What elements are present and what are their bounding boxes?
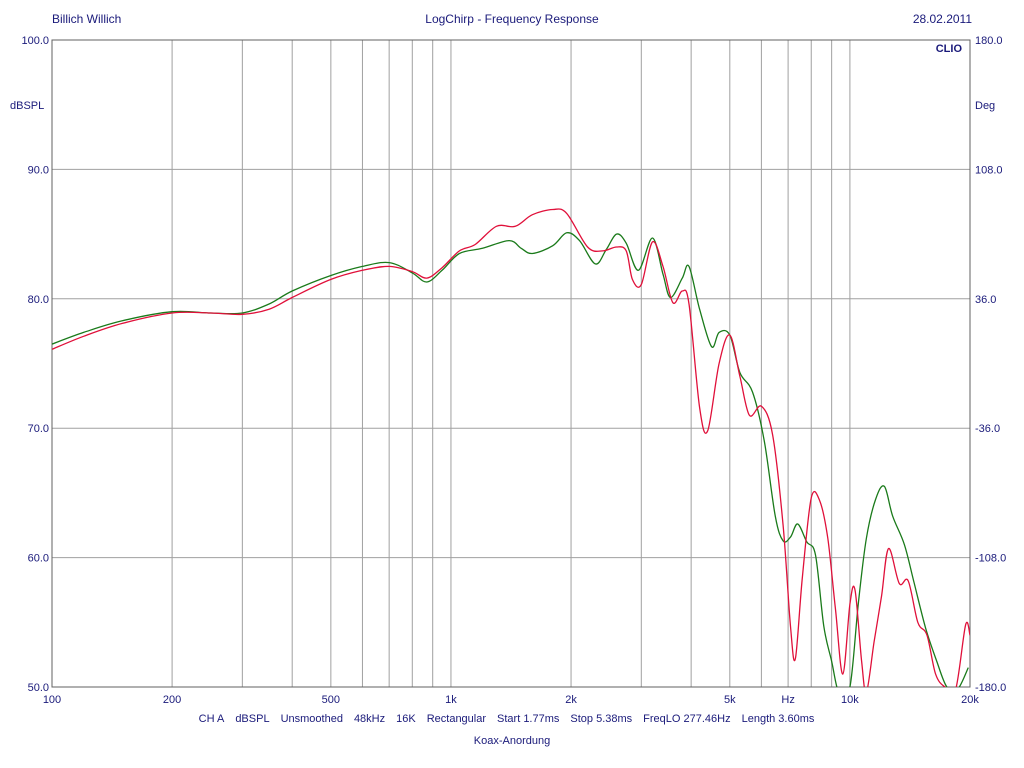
measurement-param: dBSPL — [235, 713, 270, 725]
measurement-param: FreqLO 277.46Hz — [643, 713, 731, 725]
measurement-param: Stop 5.38ms — [570, 713, 633, 725]
x-tick-label: 100 — [43, 694, 61, 706]
measurement-params: CH A dBSPL Unsmoothed 48kHz 16K Rectangular St… — [199, 713, 826, 725]
y2-tick-label: -180.0 — [975, 682, 1006, 694]
y-tick-label: 100.0 — [21, 35, 49, 47]
chart-caption: Koax-Anordung — [473, 735, 551, 747]
measurement-param: 16K — [396, 713, 416, 725]
y-tick-label: 80.0 — [28, 294, 49, 306]
y2-axis-label: Deg — [975, 100, 995, 112]
measurement-param: 48kHz — [353, 713, 386, 725]
y-tick-label: 60.0 — [28, 553, 49, 565]
measurement-param: Length 3.60ms — [741, 713, 815, 725]
measurement-param: Start 1.77ms — [497, 713, 560, 725]
plot-frame — [51, 39, 971, 688]
y2-tick-label: -36.0 — [975, 423, 1000, 435]
series-line-1 — [52, 232, 969, 687]
x-tick-label: 5k — [724, 694, 736, 706]
y2-tick-label: -108.0 — [975, 553, 1006, 565]
x-tick-label: 2k — [565, 694, 577, 706]
measurement-param: CH A — [198, 713, 225, 725]
x-tick-label: 10k — [841, 694, 859, 706]
x-tick-label: 20k — [961, 694, 979, 706]
x-tick-label: 200 — [163, 694, 181, 706]
header-left: Billich Willich — [52, 12, 122, 26]
clio-brand: CLIO — [936, 43, 963, 55]
measurement-param: Rectangular — [426, 713, 487, 725]
y-tick-label: 90.0 — [28, 164, 49, 176]
measurement-param: Unsmoothed — [280, 713, 343, 725]
x-tick-label: 1k — [445, 694, 457, 706]
x-axis-label: Hz — [781, 694, 794, 706]
chart-title: LogChirp - Frequency Response — [425, 12, 599, 26]
y-tick-label: 50.0 — [28, 682, 49, 694]
header-date: 28.02.2011 — [912, 12, 972, 26]
y-tick-label: 70.0 — [28, 423, 49, 435]
series-line-2 — [52, 208, 970, 687]
y-axis-label: dBSPL — [10, 100, 44, 112]
y2-tick-label: 108.0 — [975, 164, 1003, 176]
x-tick-label: 500 — [322, 694, 340, 706]
y2-tick-label: 180.0 — [975, 35, 1003, 47]
y2-tick-label: 36.0 — [975, 294, 996, 306]
